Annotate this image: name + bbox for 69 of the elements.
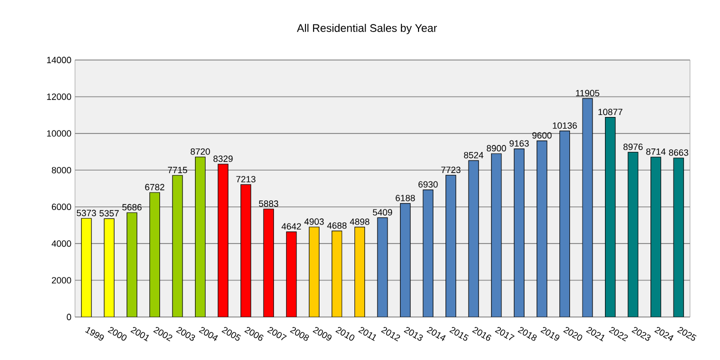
x-tick-label: 2010 — [335, 327, 354, 341]
x-tick-label: 2013 — [404, 327, 423, 341]
x-tick-label: 2007 — [267, 327, 287, 340]
data-label: 9600 — [532, 132, 552, 139]
x-tick-label: 2008 — [290, 327, 309, 341]
x-tick-label: 2022 — [608, 327, 628, 342]
x-tick-label: 2014 — [426, 327, 446, 341]
y-tick-label: 2000 — [52, 277, 72, 284]
y-tick-label: 10000 — [47, 130, 72, 137]
x-tick-label: 2012 — [381, 327, 400, 342]
data-label: 5883 — [258, 200, 278, 207]
data-label: 7715 — [168, 166, 188, 174]
data-label: 6188 — [396, 194, 415, 202]
data-label: 5686 — [122, 204, 142, 210]
x-tick-label: 2009 — [312, 327, 332, 341]
bar — [126, 212, 138, 317]
y-tick-label: 0 — [66, 314, 72, 320]
data-label: 4688 — [327, 222, 347, 229]
data-label: 5373 — [76, 210, 96, 216]
x-tick-label: 2005 — [222, 327, 241, 341]
x-tick-label: 2004 — [198, 327, 218, 341]
data-label: 6930 — [418, 181, 438, 188]
y-tick-label: 14000 — [47, 56, 72, 64]
data-label: 8329 — [213, 156, 233, 162]
data-label: 4898 — [350, 218, 370, 225]
x-tick-label: 2025 — [677, 327, 697, 341]
data-label: 8900 — [486, 145, 506, 152]
bar — [286, 231, 297, 317]
bar — [559, 130, 570, 317]
y-tick-label: 8000 — [52, 166, 72, 174]
x-tick-label: 2016 — [472, 327, 492, 341]
x-tick-label: 2018 — [518, 327, 537, 341]
data-label: 5357 — [100, 210, 119, 216]
x-tick-label: 2006 — [244, 327, 264, 341]
data-label: 7723 — [441, 166, 460, 174]
y-tick-label: 12000 — [47, 94, 72, 100]
x-tick-label: 2015 — [449, 327, 469, 341]
data-label: 4642 — [282, 223, 301, 230]
x-tick-label: 2024 — [654, 327, 674, 341]
data-label: 10136 — [552, 122, 577, 129]
x-tick-label: 2019 — [540, 327, 560, 341]
data-label: 4903 — [304, 218, 324, 225]
x-tick-label: 2011 — [358, 327, 376, 341]
data-label: 8976 — [623, 144, 643, 150]
data-label: 8524 — [464, 152, 484, 158]
x-tick-label: 2000 — [108, 327, 127, 341]
y-tick-label: 4000 — [52, 240, 72, 247]
data-label: 10877 — [598, 108, 622, 116]
data-label: 9163 — [510, 140, 529, 147]
x-tick-label: 1999 — [85, 327, 104, 341]
y-tick-label: 6000 — [52, 204, 72, 210]
data-label: 8714 — [646, 148, 666, 155]
data-label: 7213 — [236, 176, 256, 182]
bar — [194, 156, 206, 317]
x-tick-label: 2021 — [586, 327, 604, 342]
x-tick-label: 2020 — [563, 327, 582, 341]
data-label: 5409 — [372, 209, 392, 216]
x-tick-label: 2003 — [176, 327, 196, 341]
x-tick-label: 2023 — [632, 327, 651, 341]
x-tick-label: 2002 — [153, 327, 172, 342]
data-label: 8663 — [668, 149, 688, 156]
x-tick-label: 2001 — [130, 327, 149, 342]
data-label: 11905 — [576, 90, 600, 96]
x-tick-label: 2017 — [494, 327, 515, 340]
data-label: 8720 — [190, 148, 210, 155]
data-label: 6782 — [145, 184, 164, 190]
bar — [628, 152, 638, 317]
chart-title: All Residential Sales by Year — [296, 24, 437, 34]
bar — [650, 156, 662, 317]
